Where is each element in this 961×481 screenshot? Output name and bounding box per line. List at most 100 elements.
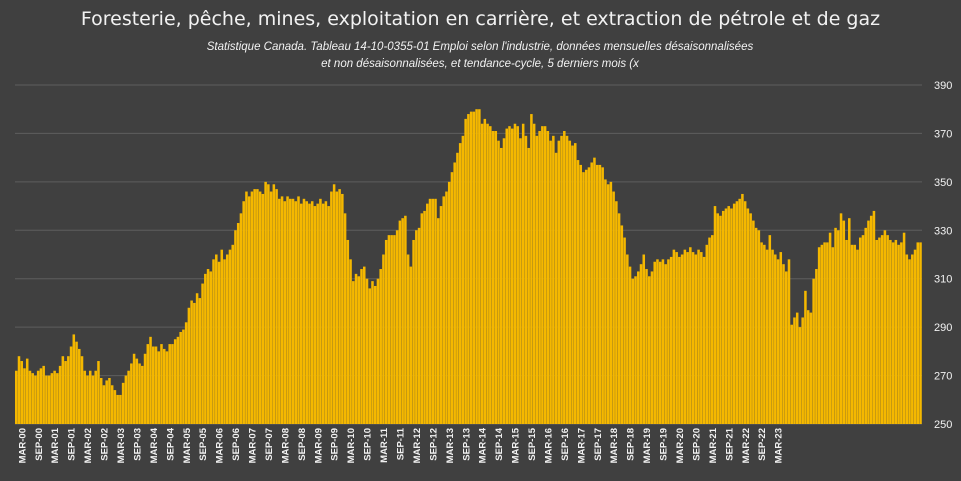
data-bar <box>826 242 829 424</box>
data-bar <box>658 261 662 424</box>
data-bar <box>902 232 906 424</box>
data-bar <box>809 312 813 424</box>
data-bar <box>905 254 909 424</box>
data-bar <box>763 244 766 424</box>
data-bar <box>842 220 846 424</box>
data-bar <box>201 283 204 424</box>
data-bar <box>727 206 730 424</box>
data-bar <box>316 203 319 424</box>
data-bar <box>223 259 226 424</box>
data-bar <box>694 254 698 424</box>
data-bar <box>398 220 402 424</box>
data-bar <box>132 353 136 424</box>
data-bar <box>184 322 188 424</box>
data-bar <box>431 198 435 424</box>
data-bar <box>110 385 114 424</box>
data-bar <box>278 198 281 424</box>
data-bar <box>897 244 900 424</box>
x-tick-label: SEP-02 <box>100 428 111 461</box>
y-tick-label: 350 <box>934 177 952 189</box>
data-bar <box>384 239 388 424</box>
chart-title: Foresterie, pêche, mines, exploitation e… <box>80 8 881 30</box>
data-bar <box>911 254 914 424</box>
data-bar <box>269 191 273 424</box>
data-bar <box>848 218 851 424</box>
data-bar <box>527 147 530 424</box>
data-bar <box>247 196 251 424</box>
data-bar <box>510 128 514 424</box>
data-bar <box>579 164 582 424</box>
data-bar <box>749 213 752 424</box>
data-bar <box>869 215 873 424</box>
data-bar <box>839 213 843 424</box>
data-bar <box>516 126 519 424</box>
data-bar <box>790 324 793 424</box>
data-bar <box>741 193 744 424</box>
data-bar <box>639 264 643 424</box>
data-bar <box>894 239 898 424</box>
x-tick-label: SEP-11 <box>396 427 407 460</box>
x-tick-label: SEP-01 <box>67 427 78 460</box>
x-tick-label: MAR-06 <box>215 428 226 463</box>
data-bar <box>587 167 591 424</box>
data-bar <box>845 239 848 424</box>
data-bar <box>415 230 418 424</box>
data-bar <box>724 208 728 424</box>
data-bar <box>297 196 300 424</box>
data-bar <box>64 361 67 424</box>
y-tick-label: 370 <box>934 128 952 140</box>
data-bar <box>264 181 267 424</box>
data-bar <box>91 375 95 424</box>
x-tick-label: SEP-00 <box>34 428 45 461</box>
data-bar <box>557 140 561 424</box>
x-tick-label: MAR-21 <box>708 427 719 463</box>
x-tick-label: SEP-13 <box>461 428 472 461</box>
data-bar <box>250 191 254 424</box>
x-tick-label: MAR-01 <box>50 427 61 463</box>
data-bar <box>206 269 210 424</box>
data-bar <box>916 242 920 424</box>
data-bar <box>135 358 139 424</box>
data-bar <box>179 331 182 424</box>
data-bar <box>721 210 725 424</box>
data-bar <box>689 247 692 424</box>
data-bar <box>324 201 328 424</box>
data-bar <box>812 278 815 424</box>
data-bar <box>776 259 780 424</box>
data-bar <box>283 201 287 424</box>
data-bar <box>853 244 857 424</box>
data-bar <box>17 356 21 424</box>
data-bar <box>305 201 308 424</box>
data-bar <box>228 249 232 424</box>
data-bar <box>801 317 804 424</box>
x-tick-label: SEP-10 <box>363 428 374 461</box>
data-bar <box>508 126 511 424</box>
data-bar <box>445 191 448 424</box>
data-bar <box>708 237 711 424</box>
data-bar <box>919 242 922 424</box>
data-bar <box>15 370 18 424</box>
data-bar <box>606 184 610 424</box>
y-axis: 250 270 290 310 330 350 370 390 <box>934 80 952 431</box>
data-bar <box>598 164 602 424</box>
data-bar <box>494 131 498 424</box>
data-bar <box>352 281 355 424</box>
chart-subtitle: Statistique Canada. Tableau 14-10-0355-0… <box>150 39 810 73</box>
data-bar <box>795 312 799 424</box>
data-bar <box>615 201 618 424</box>
data-bar <box>61 356 65 424</box>
data-bar <box>239 213 243 424</box>
data-bar <box>245 191 248 424</box>
data-bar <box>472 111 476 424</box>
x-tick-label: SEP-07 <box>264 428 275 461</box>
data-bar <box>560 135 563 424</box>
data-bar <box>42 365 45 424</box>
data-bar <box>261 193 265 424</box>
data-bar <box>116 394 119 424</box>
data-bar <box>650 271 654 424</box>
data-bar <box>119 394 122 424</box>
data-bar <box>80 356 84 424</box>
x-tick-label: MAR-14 <box>478 427 489 463</box>
data-bar <box>672 249 676 424</box>
